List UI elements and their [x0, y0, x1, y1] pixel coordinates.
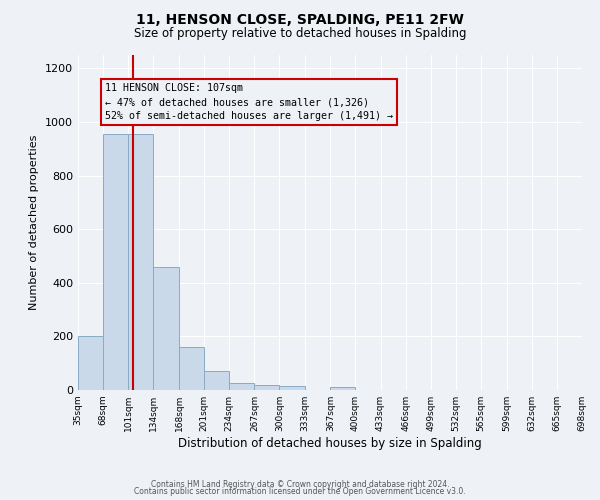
Bar [103, 134, 128, 390]
Text: Contains public sector information licensed under the Open Government Licence v3: Contains public sector information licen… [134, 488, 466, 496]
Bar [229, 384, 254, 390]
Y-axis label: Number of detached properties: Number of detached properties [29, 135, 40, 310]
Bar [254, 385, 280, 390]
Text: 11, HENSON CLOSE, SPALDING, PE11 2FW: 11, HENSON CLOSE, SPALDING, PE11 2FW [136, 12, 464, 26]
Bar [78, 336, 103, 390]
Bar [331, 387, 355, 390]
X-axis label: Distribution of detached houses by size in Spalding: Distribution of detached houses by size … [178, 437, 482, 450]
Bar [128, 134, 153, 390]
Bar [280, 386, 305, 390]
Text: Size of property relative to detached houses in Spalding: Size of property relative to detached ho… [134, 28, 466, 40]
Bar [153, 266, 179, 390]
Text: 11 HENSON CLOSE: 107sqm
← 47% of detached houses are smaller (1,326)
52% of semi: 11 HENSON CLOSE: 107sqm ← 47% of detache… [104, 83, 392, 121]
Bar [179, 347, 204, 390]
Bar [204, 370, 229, 390]
Text: Contains HM Land Registry data © Crown copyright and database right 2024.: Contains HM Land Registry data © Crown c… [151, 480, 449, 489]
